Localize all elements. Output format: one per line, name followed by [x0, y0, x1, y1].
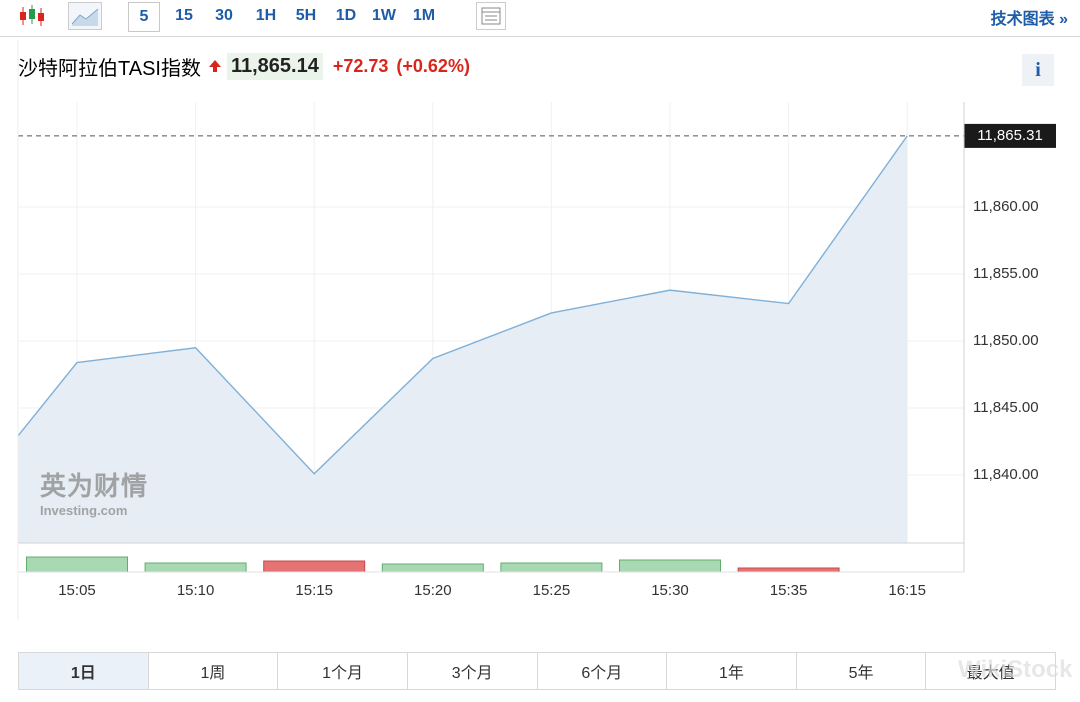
watermark-brand: 英为财情 [40, 471, 149, 501]
range-tabs: 1日 1周 1个月 3个月 6个月 1年 5年 最大值 [18, 652, 1056, 690]
interval-button[interactable]: 15 [175, 7, 193, 24]
watermark: 英为财情 Investing.com [40, 466, 148, 518]
volume-bar [381, 563, 484, 573]
interval-button[interactable]: 5 [128, 2, 160, 32]
volume-bar [144, 562, 247, 573]
last-price-box [964, 123, 1056, 148]
change: +72.73 [332, 55, 389, 76]
interval-button[interactable]: 1M [412, 7, 436, 24]
corner-watermark: WikiStock [958, 656, 1073, 683]
change-percent: (+0.62%) [396, 55, 470, 76]
interval-button[interactable]: 5H [295, 7, 317, 24]
area-fill [18, 135, 908, 543]
volume-bar [737, 567, 840, 573]
y-tick-label: 11,855.00 [973, 265, 1039, 282]
y-tick-label: 11,840.00 [973, 466, 1039, 483]
volume-bar [500, 562, 603, 573]
range-tab[interactable]: 1日 [19, 653, 149, 689]
x-tick-label: 15:35 [770, 582, 808, 599]
x-tick-label: 15:10 [177, 582, 215, 599]
header: 沙特阿拉伯TASI指数 11,865.14 +72.73 (+0.62%) [18, 50, 478, 82]
chart: 11,840.00 11,845.00 11,850.00 11,855.00 11,8… [17, 40, 1056, 620]
table-icon[interactable] [476, 2, 506, 30]
range-tab[interactable]: 1年 [667, 653, 797, 689]
range-tab[interactable]: 5年 [797, 653, 927, 689]
toolbar: 5 15 30 1H 5H 1D 1W 1M 技术图表 » [0, 0, 1080, 37]
price: 11,865.14 [226, 52, 323, 80]
interval-button[interactable]: 1D [335, 7, 357, 24]
x-tick-label: 15:30 [651, 582, 689, 599]
interval-button[interactable]: 30 [215, 7, 233, 24]
info-button[interactable]: i [1022, 54, 1054, 86]
y-tick-label: 11,860.00 [973, 198, 1039, 215]
y-tick-label: 11,845.00 [973, 399, 1039, 416]
last-price-label: 11,865.31 [977, 127, 1043, 144]
index-name: 沙特阿拉伯TASI指数 [18, 57, 201, 80]
volume-bar [26, 556, 128, 573]
tech-chart-link[interactable]: 技术图表 » [990, 11, 1068, 28]
x-tick-label: 15:25 [533, 582, 571, 599]
watermark-site: Investing.com [40, 503, 128, 518]
price-line [18, 135, 908, 475]
range-tab[interactable]: 1个月 [278, 653, 408, 689]
y-tick-label: 11,850.00 [973, 332, 1039, 349]
range-tab[interactable]: 最大值 [966, 665, 1015, 682]
x-tick-label: 15:20 [414, 582, 452, 599]
candlestick-icon[interactable] [18, 4, 46, 28]
x-tick-label: 15:15 [295, 582, 333, 599]
x-tick-label: 15:05 [58, 582, 96, 599]
volume-bar [263, 560, 366, 573]
up-arrow [208, 60, 221, 72]
range-tab[interactable]: 3个月 [408, 653, 538, 689]
area-icon[interactable] [68, 2, 102, 30]
range-tab[interactable]: 6个月 [538, 653, 668, 689]
range-tab[interactable]: 1周 [149, 653, 279, 689]
interval-button[interactable]: 1H [255, 7, 277, 24]
volume-bar [619, 559, 721, 573]
interval-button[interactable]: 1W [372, 7, 396, 24]
x-tick-label: 16:15 [888, 582, 926, 599]
